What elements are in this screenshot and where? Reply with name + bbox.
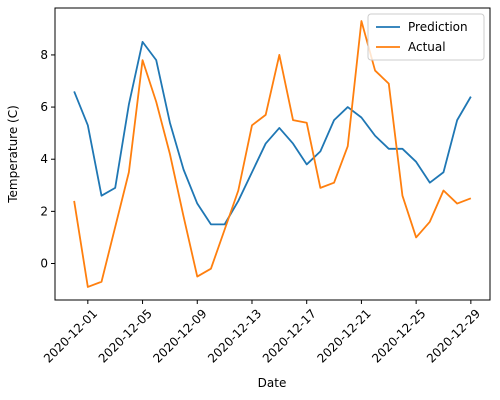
- series-line-prediction: [73, 40, 472, 226]
- y-tick-label: 8: [40, 48, 48, 62]
- x-tick-label: 2020-12-21: [315, 306, 374, 365]
- x-tick-label: 2020-12-01: [41, 306, 100, 365]
- y-tick-label: 4: [40, 152, 48, 166]
- legend-label-actual: Actual: [408, 40, 446, 54]
- x-tick-label: 2020-12-13: [205, 306, 264, 365]
- x-tick-label: 2020-12-29: [424, 306, 483, 365]
- x-tick-label: 2020-12-25: [369, 306, 428, 365]
- y-tick-label: 6: [40, 100, 48, 114]
- legend-label-prediction: Prediction: [408, 20, 468, 34]
- y-tick-label: 0: [40, 257, 48, 271]
- plot-frame: [54, 7, 491, 301]
- x-tick-label: 2020-12-05: [96, 306, 155, 365]
- series-line-actual: [73, 20, 472, 288]
- x-tick-label: 2020-12-09: [150, 306, 209, 365]
- y-tick-label: 2: [40, 204, 48, 218]
- legend-box: [367, 13, 485, 61]
- x-axis-label: Date: [258, 376, 287, 390]
- y-axis-label: Temperature (C): [6, 105, 20, 204]
- x-tick-label: 2020-12-17: [260, 306, 319, 365]
